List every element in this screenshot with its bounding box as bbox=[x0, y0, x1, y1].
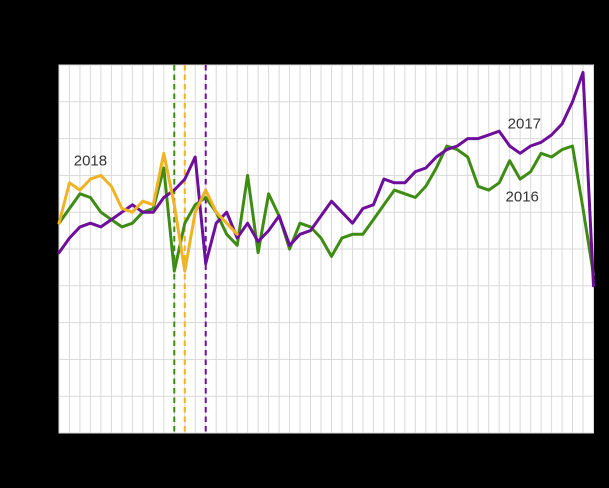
plot-border bbox=[58, 64, 594, 434]
series-line-2018 bbox=[57, 151, 239, 273]
series-label-2017: 2017 bbox=[507, 115, 542, 133]
series-label-2018: 2018 bbox=[73, 152, 108, 170]
series-line-2017 bbox=[57, 70, 595, 288]
series-line-2016 bbox=[57, 144, 595, 277]
series-label-2016: 2016 bbox=[505, 188, 539, 206]
